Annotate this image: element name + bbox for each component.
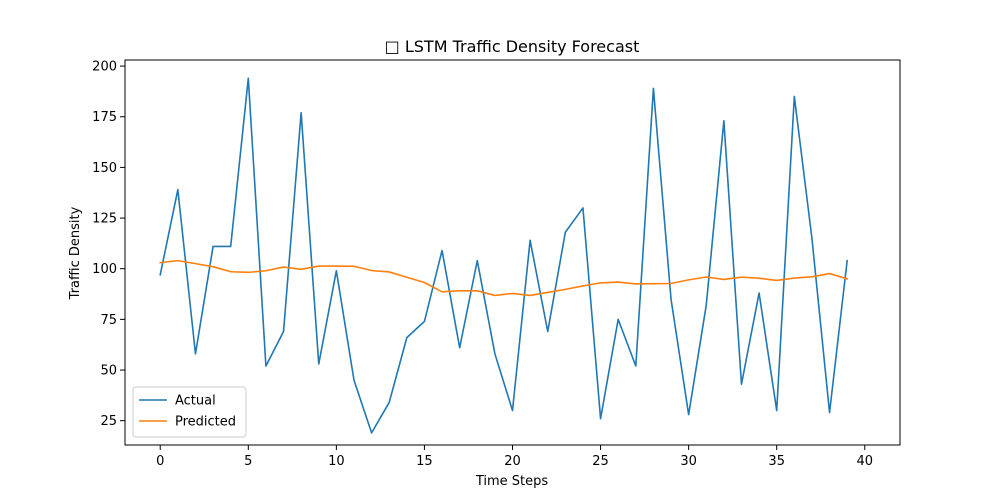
y-tick-label: 50 [100, 364, 117, 379]
legend-label-actual: Actual [175, 394, 216, 409]
series-line-predicted [159, 259, 849, 297]
x-tick-label: 0 [156, 454, 164, 469]
y-tick-label: 200 [92, 60, 117, 75]
x-tick-label: 25 [592, 454, 609, 469]
series-layer [159, 77, 849, 434]
x-tick-label: 15 [416, 454, 433, 469]
y-tick-label: 25 [100, 414, 117, 429]
x-axis-label: Time Steps [475, 474, 549, 489]
x-tick-label: 35 [768, 454, 785, 469]
series-line-actual [159, 77, 849, 434]
y-tick-label: 100 [92, 262, 117, 277]
x-tick-label: 5 [244, 454, 252, 469]
x-axis-ticks: 0 5 10 15 20 25 30 35 40 [156, 445, 873, 469]
y-tick-label: 175 [92, 110, 117, 125]
x-tick-label: 20 [504, 454, 521, 469]
y-axis-ticks: 25 50 75 100 125 150 175 200 [92, 60, 125, 429]
legend: Actual Predicted [132, 386, 247, 438]
plot-frame [124, 59, 901, 446]
chart-title: □ LSTM Traffic Density Forecast [385, 37, 640, 56]
y-axis-label: Traffic Density [68, 206, 83, 300]
x-tick-label: 30 [680, 454, 697, 469]
x-tick-label: 10 [328, 454, 345, 469]
y-tick-label: 150 [92, 161, 117, 176]
y-tick-label: 125 [92, 212, 117, 227]
x-tick-label: 40 [856, 454, 873, 469]
y-tick-label: 75 [100, 313, 117, 328]
legend-label-predicted: Predicted [175, 415, 236, 430]
